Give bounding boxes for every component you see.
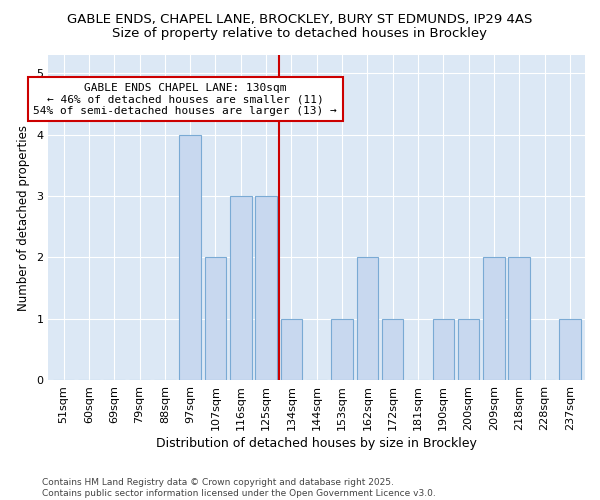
Text: Size of property relative to detached houses in Brockley: Size of property relative to detached ho… — [113, 28, 487, 40]
Bar — [179, 134, 201, 380]
Bar — [331, 318, 353, 380]
Bar — [230, 196, 251, 380]
Bar — [256, 196, 277, 380]
Bar — [508, 258, 530, 380]
Bar — [281, 318, 302, 380]
Bar — [382, 318, 403, 380]
Bar — [433, 318, 454, 380]
Bar — [205, 258, 226, 380]
X-axis label: Distribution of detached houses by size in Brockley: Distribution of detached houses by size … — [156, 437, 477, 450]
Text: GABLE ENDS, CHAPEL LANE, BROCKLEY, BURY ST EDMUNDS, IP29 4AS: GABLE ENDS, CHAPEL LANE, BROCKLEY, BURY … — [67, 12, 533, 26]
Bar — [483, 258, 505, 380]
Bar — [559, 318, 581, 380]
Text: GABLE ENDS CHAPEL LANE: 130sqm
← 46% of detached houses are smaller (11)
54% of : GABLE ENDS CHAPEL LANE: 130sqm ← 46% of … — [33, 82, 337, 116]
Bar — [458, 318, 479, 380]
Bar — [356, 258, 378, 380]
Text: Contains HM Land Registry data © Crown copyright and database right 2025.
Contai: Contains HM Land Registry data © Crown c… — [42, 478, 436, 498]
Y-axis label: Number of detached properties: Number of detached properties — [17, 124, 29, 310]
